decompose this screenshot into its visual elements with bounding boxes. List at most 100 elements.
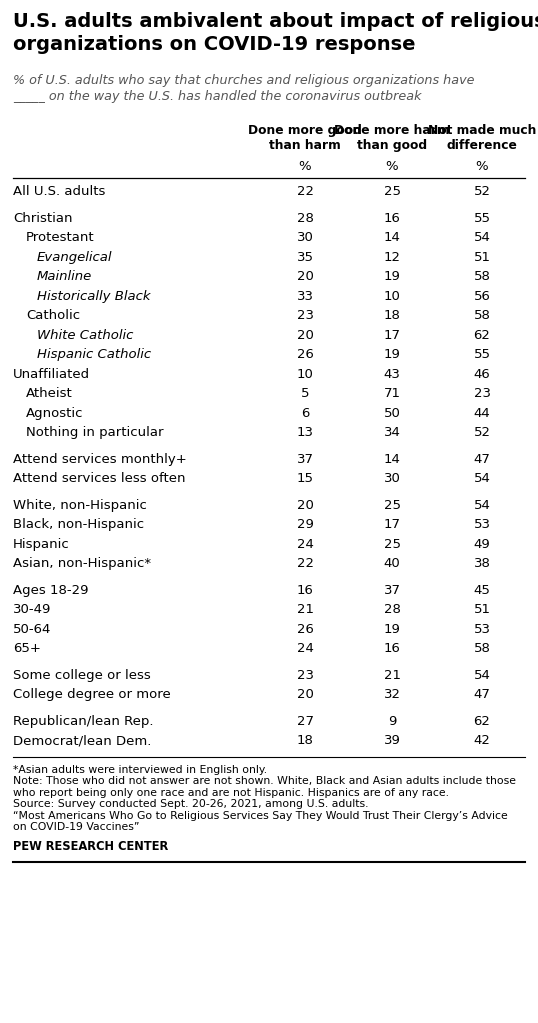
Text: Hispanic: Hispanic	[13, 538, 70, 550]
Text: 18: 18	[296, 735, 314, 747]
Text: 9: 9	[388, 715, 396, 727]
Text: 37: 37	[296, 453, 314, 465]
Text: 62: 62	[473, 715, 491, 727]
Text: Some college or less: Some college or less	[13, 669, 151, 681]
Text: Nothing in particular: Nothing in particular	[26, 427, 164, 439]
Text: 71: 71	[384, 388, 400, 400]
Text: 35: 35	[296, 251, 314, 264]
Text: 39: 39	[384, 735, 400, 747]
Text: U.S. adults ambivalent about impact of religious
organizations on COVID-19 respo: U.S. adults ambivalent about impact of r…	[13, 12, 538, 54]
Text: PEW RESEARCH CENTER: PEW RESEARCH CENTER	[13, 840, 168, 852]
Text: 21: 21	[296, 604, 314, 616]
Text: 20: 20	[296, 270, 314, 283]
Text: 14: 14	[384, 453, 400, 465]
Text: 56: 56	[473, 290, 491, 303]
Text: 23: 23	[296, 669, 314, 681]
Text: 65+: 65+	[13, 642, 41, 656]
Text: 49: 49	[473, 538, 490, 550]
Text: 19: 19	[384, 348, 400, 361]
Text: Hispanic Catholic: Hispanic Catholic	[37, 348, 151, 361]
Text: 22: 22	[296, 185, 314, 198]
Text: Protestant: Protestant	[26, 231, 95, 244]
Text: 19: 19	[384, 270, 400, 283]
Text: White Catholic: White Catholic	[37, 328, 133, 342]
Text: 52: 52	[473, 185, 491, 198]
Text: Done more harm
than good: Done more harm than good	[334, 124, 450, 152]
Text: 54: 54	[473, 231, 491, 244]
Text: 24: 24	[296, 642, 314, 656]
Text: 50-64: 50-64	[13, 623, 51, 635]
Text: 54: 54	[473, 669, 491, 681]
Text: 53: 53	[473, 519, 491, 531]
Text: 58: 58	[473, 642, 491, 656]
Text: Republican/lean Rep.: Republican/lean Rep.	[13, 715, 153, 727]
Text: 51: 51	[473, 604, 491, 616]
Text: Ages 18-29: Ages 18-29	[13, 584, 88, 596]
Text: 5: 5	[301, 388, 309, 400]
Text: 18: 18	[384, 309, 400, 322]
Text: 43: 43	[384, 367, 400, 381]
Text: 44: 44	[473, 407, 490, 419]
Text: 38: 38	[473, 558, 491, 570]
Text: Unaffiliated: Unaffiliated	[13, 367, 90, 381]
Text: Agnostic: Agnostic	[26, 407, 83, 419]
Text: 54: 54	[473, 499, 491, 512]
Text: 16: 16	[384, 642, 400, 656]
Text: 26: 26	[296, 348, 314, 361]
Text: 54: 54	[473, 473, 491, 485]
Text: 30-49: 30-49	[13, 604, 51, 616]
Text: 25: 25	[384, 538, 400, 550]
Text: 45: 45	[473, 584, 491, 596]
Text: 58: 58	[473, 309, 491, 322]
Text: 25: 25	[384, 185, 400, 198]
Text: 58: 58	[473, 270, 491, 283]
Text: Done more good
than harm: Done more good than harm	[248, 124, 362, 152]
Text: Evangelical: Evangelical	[37, 251, 112, 264]
Text: Attend services less often: Attend services less often	[13, 473, 186, 485]
Text: 13: 13	[296, 427, 314, 439]
Text: 52: 52	[473, 427, 491, 439]
Text: 20: 20	[296, 328, 314, 342]
Text: Historically Black: Historically Black	[37, 290, 151, 303]
Text: 27: 27	[296, 715, 314, 727]
Text: 16: 16	[384, 212, 400, 225]
Text: 21: 21	[384, 669, 400, 681]
Text: 30: 30	[296, 231, 314, 244]
Text: Not made much
difference: Not made much difference	[428, 124, 536, 152]
Text: 42: 42	[473, 735, 491, 747]
Text: who report being only one race and are not Hispanic. Hispanics are of any race.: who report being only one race and are n…	[13, 788, 449, 798]
Text: Catholic: Catholic	[26, 309, 80, 322]
Text: Democrat/lean Dem.: Democrat/lean Dem.	[13, 735, 151, 747]
Text: 34: 34	[384, 427, 400, 439]
Text: Note: Those who did not answer are not shown. White, Black and Asian adults incl: Note: Those who did not answer are not s…	[13, 776, 516, 786]
Text: 28: 28	[296, 212, 314, 225]
Text: Christian: Christian	[13, 212, 73, 225]
Text: 40: 40	[384, 558, 400, 570]
Text: Mainline: Mainline	[37, 270, 92, 283]
Text: 12: 12	[384, 251, 400, 264]
Text: 20: 20	[296, 499, 314, 512]
Text: 37: 37	[384, 584, 400, 596]
Text: “Most Americans Who Go to Religious Services Say They Would Trust Their Clergy’s: “Most Americans Who Go to Religious Serv…	[13, 810, 508, 820]
Text: College degree or more: College degree or more	[13, 688, 171, 701]
Text: 17: 17	[384, 519, 400, 531]
Text: 62: 62	[473, 328, 491, 342]
Text: 28: 28	[384, 604, 400, 616]
Text: 47: 47	[473, 688, 491, 701]
Text: %: %	[386, 160, 398, 173]
Text: Black, non-Hispanic: Black, non-Hispanic	[13, 519, 144, 531]
Text: 10: 10	[296, 367, 314, 381]
Text: All U.S. adults: All U.S. adults	[13, 185, 105, 198]
Text: 20: 20	[296, 688, 314, 701]
Text: Asian, non-Hispanic*: Asian, non-Hispanic*	[13, 558, 151, 570]
Text: Source: Survey conducted Sept. 20-26, 2021, among U.S. adults.: Source: Survey conducted Sept. 20-26, 20…	[13, 799, 369, 809]
Text: 17: 17	[384, 328, 400, 342]
Text: % of U.S. adults who say that churches and religious organizations have
_____ on: % of U.S. adults who say that churches a…	[13, 74, 475, 103]
Text: 51: 51	[473, 251, 491, 264]
Text: 32: 32	[384, 688, 400, 701]
Text: 53: 53	[473, 623, 491, 635]
Text: 29: 29	[296, 519, 314, 531]
Text: 10: 10	[384, 290, 400, 303]
Text: 14: 14	[384, 231, 400, 244]
Text: on COVID-19 Vaccines”: on COVID-19 Vaccines”	[13, 822, 139, 832]
